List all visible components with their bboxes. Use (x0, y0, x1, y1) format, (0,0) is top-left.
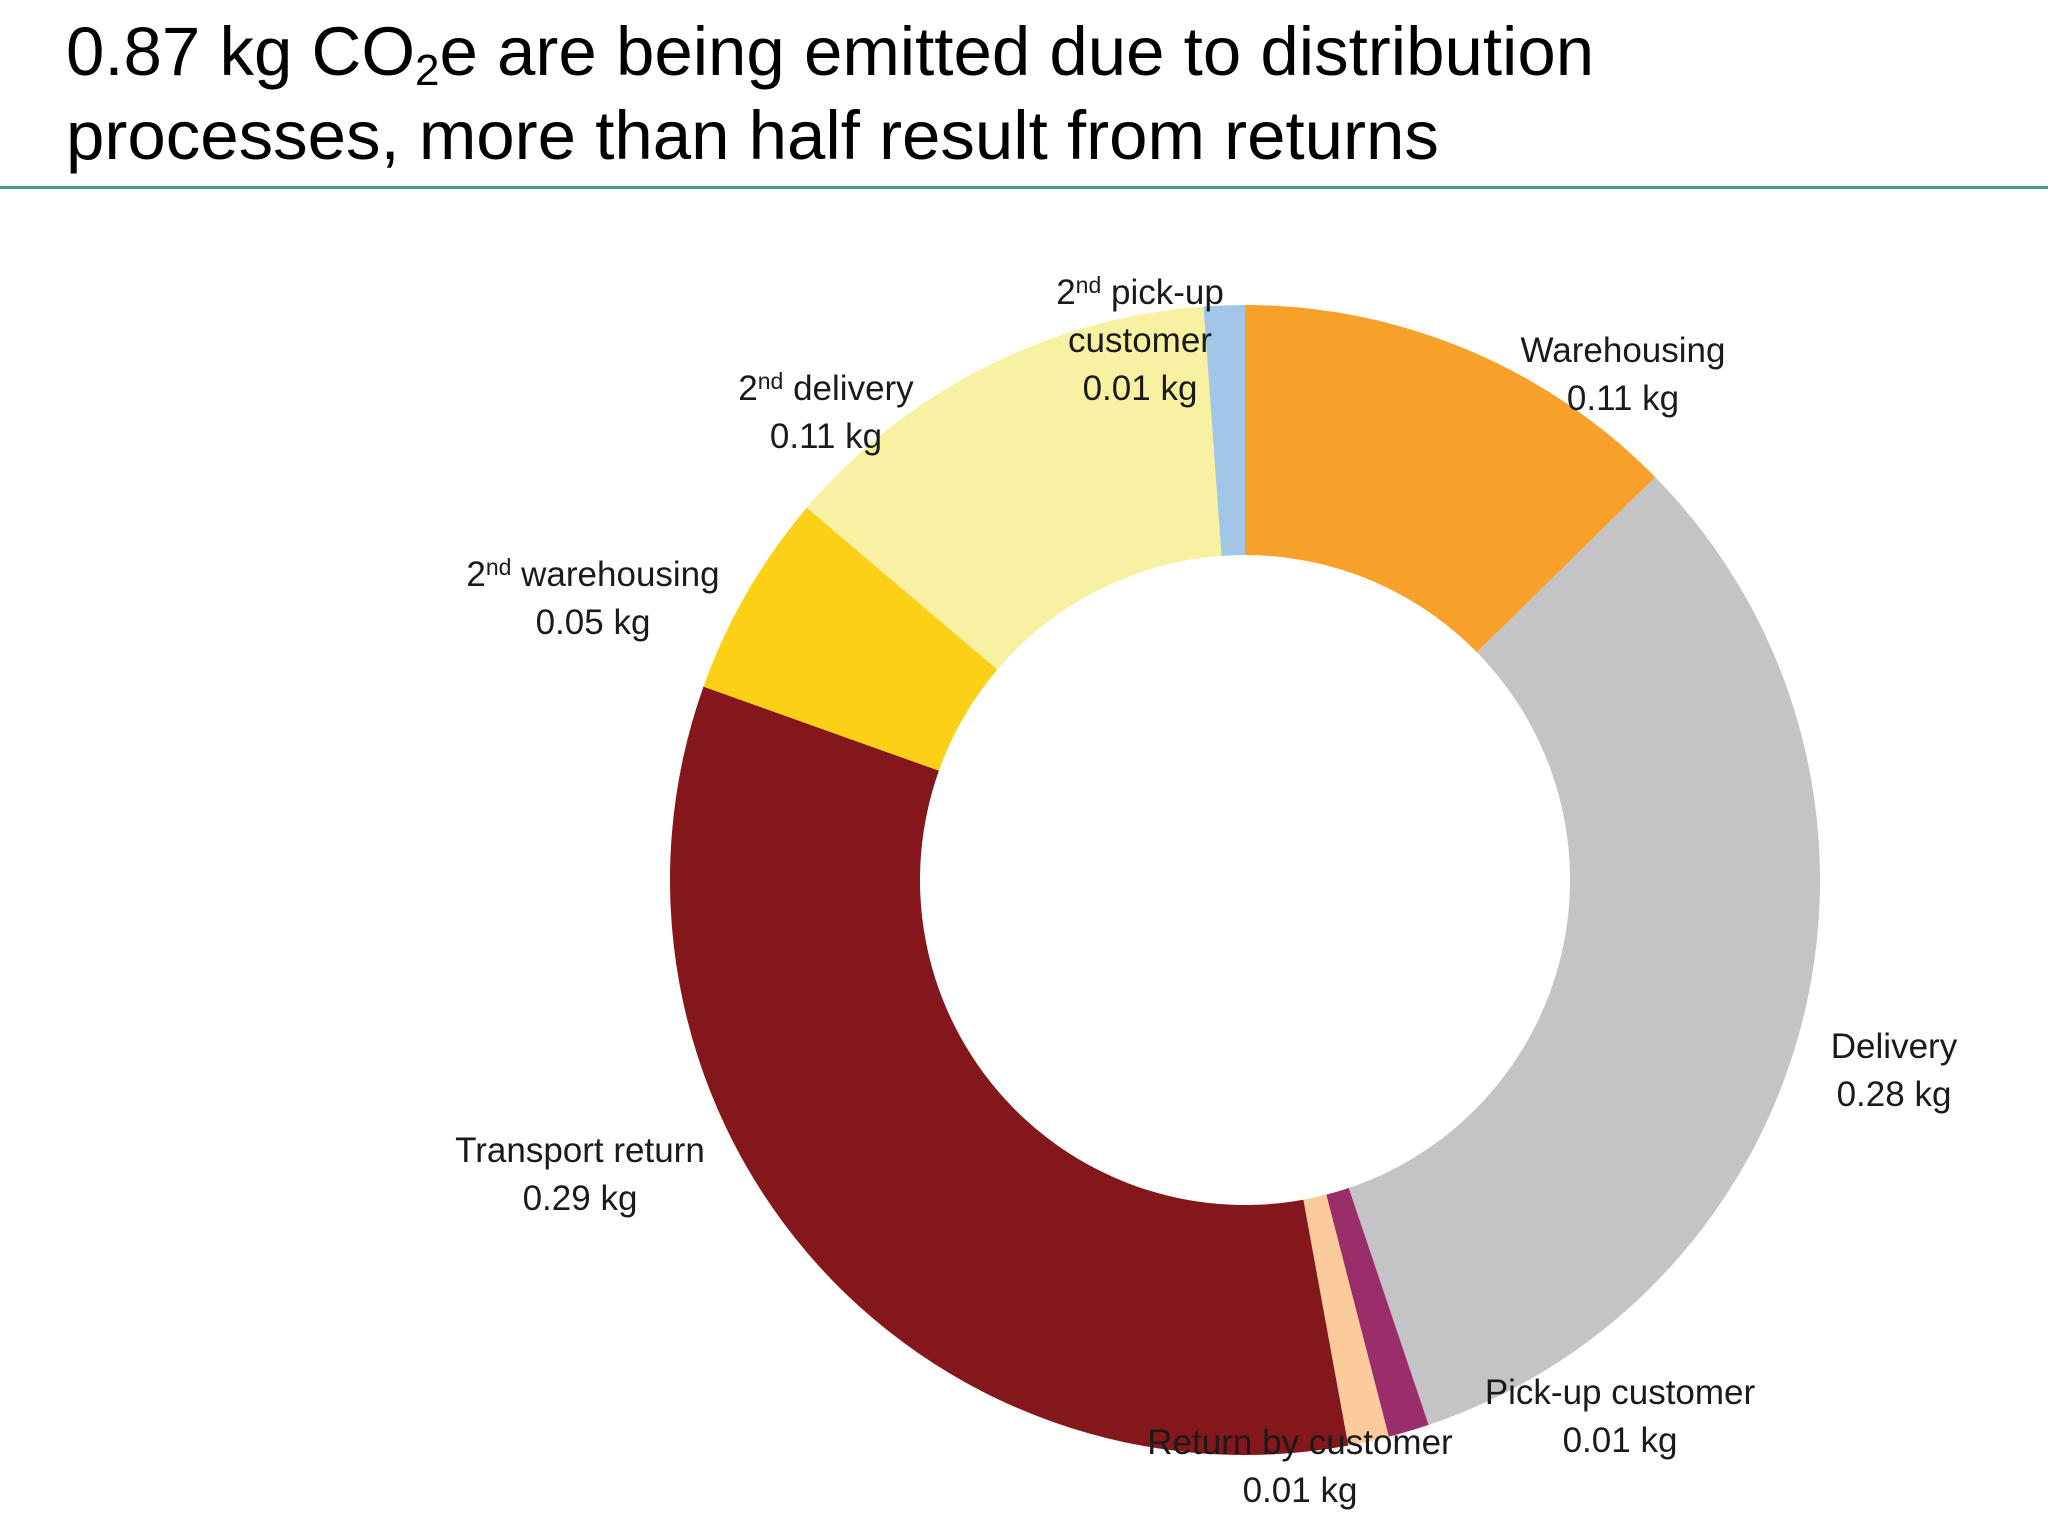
label-delivery-value: 0.28 kg (1837, 1075, 1952, 1114)
label-2nd-pick-up-customer-name-line-2: customer (1068, 321, 1212, 360)
label-ordinal-superscript: nd (1076, 272, 1102, 298)
label-transport-return-value: 0.29 kg (523, 1179, 638, 1218)
slice-warehousing (1245, 305, 1656, 653)
slice-delivery (1348, 477, 1820, 1425)
slice-2nd-pick-up-customer (1203, 305, 1245, 556)
label-2nd-warehousing-value: 0.05 kg (536, 603, 651, 642)
label-2nd-warehousing-name: 2nd warehousing (466, 554, 719, 594)
label-ordinal: 2 (738, 369, 757, 408)
label-name-rest: delivery (783, 369, 914, 408)
label-warehousing-name: Warehousing (1521, 331, 1726, 370)
title-subscript: 2 (415, 46, 440, 95)
label-ordinal: 2 (1056, 273, 1075, 312)
label-return-by-customer-value: 0.01 kg (1243, 1471, 1358, 1510)
slice-transport-return (669, 686, 1349, 1455)
label-2nd-pick-up-customer-name: 2nd pick-up (1056, 272, 1224, 312)
label-transport-return-name: Transport return (455, 1131, 705, 1170)
label-ordinal: 2 (466, 555, 485, 594)
label-pick-up-customer-value: 0.01 kg (1563, 1421, 1678, 1460)
title-divider (0, 186, 2048, 189)
label-ordinal-superscript: nd (758, 368, 784, 394)
label-warehousing-value: 0.11 kg (1567, 379, 1679, 418)
label-2nd-delivery-name: 2nd delivery (738, 368, 914, 408)
label-name-rest: pick-up (1101, 273, 1224, 312)
label-name-rest: warehousing (511, 555, 719, 594)
slice-return-by-customer (1303, 1194, 1389, 1446)
label-return-by-customer-name: Return by customer (1147, 1423, 1453, 1462)
slice-2nd-warehousing (703, 507, 998, 771)
donut-slices (669, 305, 1820, 1455)
slice-2nd-delivery (806, 306, 1222, 670)
label-delivery-name: Delivery (1831, 1027, 1958, 1066)
slide-title-line-2: processes, more than half result from re… (66, 97, 1439, 174)
label-2nd-pick-up-customer-value: 0.01 kg (1083, 369, 1198, 408)
slide-title-line-1: 0.87 kg CO2e are being emitted due to di… (66, 10, 2026, 94)
slice-pick-up-customer (1326, 1187, 1429, 1437)
label-2nd-delivery-value: 0.11 kg (770, 417, 882, 456)
slide-title: 0.87 kg CO2e are being emitted due to di… (66, 10, 2026, 178)
label-pick-up-customer-name: Pick-up customer (1485, 1373, 1756, 1412)
slice-labels: Warehousing 0.11 kg Delivery 0.28 kg Pick-up… (455, 272, 1958, 1510)
label-ordinal-superscript: nd (486, 554, 512, 580)
title-part-1: 0.87 kg CO (66, 13, 416, 90)
title-part-2: e are being emitted due to distribution (439, 13, 1595, 90)
